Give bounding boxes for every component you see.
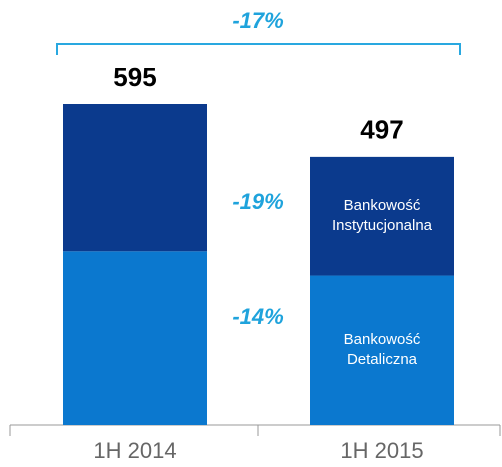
x-tick-label: 1H 2015	[340, 438, 423, 463]
change-annotation: -17%	[232, 8, 283, 33]
segment-label: Bankowość Instytucjonalna	[331, 197, 433, 235]
bar-segment	[310, 156, 454, 276]
change-annotation: -14%	[232, 304, 283, 329]
total-label: 595	[113, 62, 156, 92]
bar-segment	[310, 275, 454, 425]
change-annotation: -19%	[232, 189, 283, 214]
x-tick-label: 1H 2014	[93, 438, 176, 463]
bar-segment	[63, 103, 207, 252]
segment-label: Bankowość Detaliczna	[343, 331, 421, 369]
bar-segment	[63, 251, 207, 425]
bracket	[56, 43, 461, 55]
total-label: 497	[360, 115, 403, 145]
